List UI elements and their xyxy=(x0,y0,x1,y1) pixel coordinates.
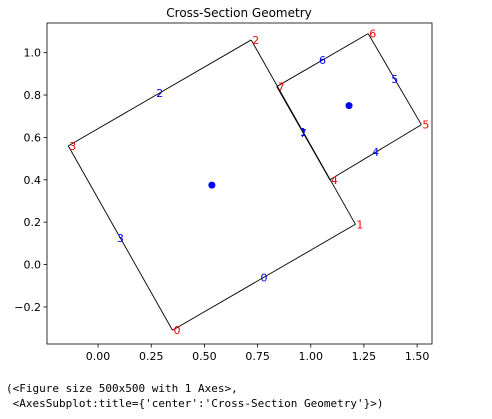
y-tick-label: 1.0 xyxy=(24,47,42,60)
edge-label: 3 xyxy=(117,232,124,245)
x-axis: 0.00 0.25 0.50 0.75 1.00 1.25 1.50 xyxy=(86,344,430,363)
x-tick-label: 0.50 xyxy=(192,350,217,363)
edge-line xyxy=(367,33,422,125)
y-tick-label: 0.4 xyxy=(24,174,42,187)
vertex-label: 4 xyxy=(331,174,338,187)
y-tick-label: 0.0 xyxy=(24,259,42,272)
vertex-label: 1 xyxy=(356,218,363,231)
y-tick-label: 0.6 xyxy=(24,131,42,144)
vertex-label: 2 xyxy=(252,34,259,47)
edge-line xyxy=(68,39,252,147)
y-tick-label: −0.2 xyxy=(14,301,41,314)
vertex-labels: 0 1 2 3 4 5 6 7 xyxy=(69,28,429,338)
x-tick-label: 0.00 xyxy=(86,350,111,363)
x-tick-label: 0.25 xyxy=(139,350,164,363)
console-output: (<Figure size 500x500 with 1 Axes>, <Axe… xyxy=(6,382,384,410)
edge-line xyxy=(329,124,422,181)
x-tick-label: 1.50 xyxy=(405,350,430,363)
centroid-point xyxy=(345,102,353,110)
vertex-label: 7 xyxy=(278,81,285,94)
x-tick-label: 1.25 xyxy=(352,350,377,363)
edge-label: 0 xyxy=(260,271,267,284)
edge-label: 4 xyxy=(372,146,379,159)
edge-label: 2 xyxy=(156,87,163,100)
edge-label: 6 xyxy=(319,54,326,67)
edge-line xyxy=(276,86,331,181)
edge-line xyxy=(250,39,356,225)
y-tick-label: 0.8 xyxy=(24,89,42,102)
centroids xyxy=(208,102,353,189)
edge-label: 7 xyxy=(300,127,307,140)
y-tick-label: 0.2 xyxy=(24,216,42,229)
vertex-label: 6 xyxy=(369,28,376,41)
plot-frame xyxy=(46,22,433,345)
vertex-label: 5 xyxy=(422,119,429,132)
centroid-point xyxy=(208,181,216,189)
edge-label: 1 xyxy=(300,126,307,139)
edge-label: 5 xyxy=(391,73,398,86)
y-axis: −0.2 0.0 0.2 0.4 0.6 0.8 1.0 xyxy=(14,47,47,314)
edge-line xyxy=(172,223,356,331)
chart-title: Cross-Section Geometry xyxy=(166,6,311,20)
edge-line xyxy=(276,33,369,87)
x-tick-label: 0.75 xyxy=(245,350,270,363)
vertex-label: 0 xyxy=(173,324,180,337)
edge-line xyxy=(67,145,173,331)
edges xyxy=(67,33,422,331)
cross-section-chart: Cross-Section Geometry 0.00 0.25 0.50 0.75 1… xyxy=(14,6,433,363)
x-tick-label: 1.00 xyxy=(299,350,324,363)
vertex-label: 3 xyxy=(69,140,76,153)
edge-labels: 0 1 2 3 4 5 6 7 xyxy=(117,54,398,284)
